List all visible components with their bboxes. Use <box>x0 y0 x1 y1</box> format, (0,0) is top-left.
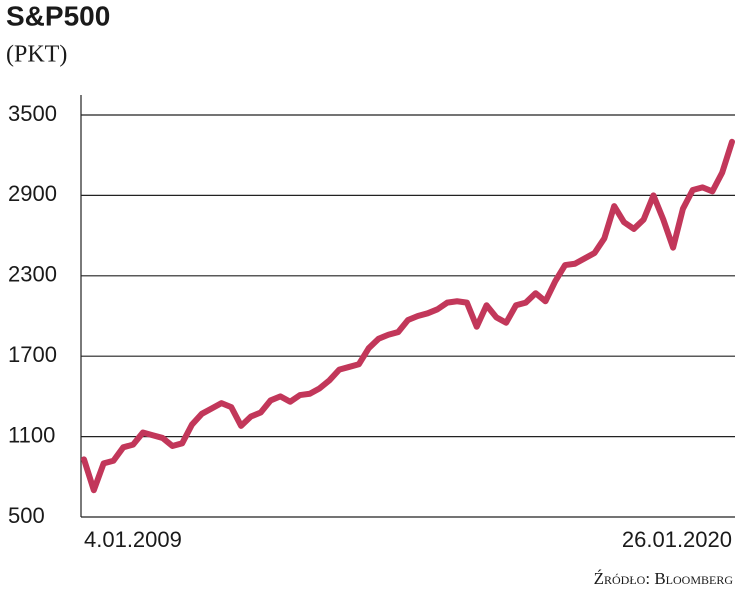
y-tick-label: 2900 <box>8 181 57 206</box>
y-tick-label: 1100 <box>8 422 55 447</box>
y-tick-label: 1700 <box>8 342 57 367</box>
y-tick-label: 500 <box>8 503 45 528</box>
source: Źródło: Bloomberg <box>594 569 734 588</box>
chart-subtitle: (PKT) <box>6 42 67 68</box>
x-tick-label: 4.01.2009 <box>84 527 182 552</box>
y-tick-label: 2300 <box>8 262 57 287</box>
y-tick-label: 3500 <box>8 101 57 126</box>
chart-title: S&P500 <box>6 0 110 31</box>
x-tick-label: 26.01.2020 <box>622 527 732 552</box>
line <box>81 138 735 494</box>
